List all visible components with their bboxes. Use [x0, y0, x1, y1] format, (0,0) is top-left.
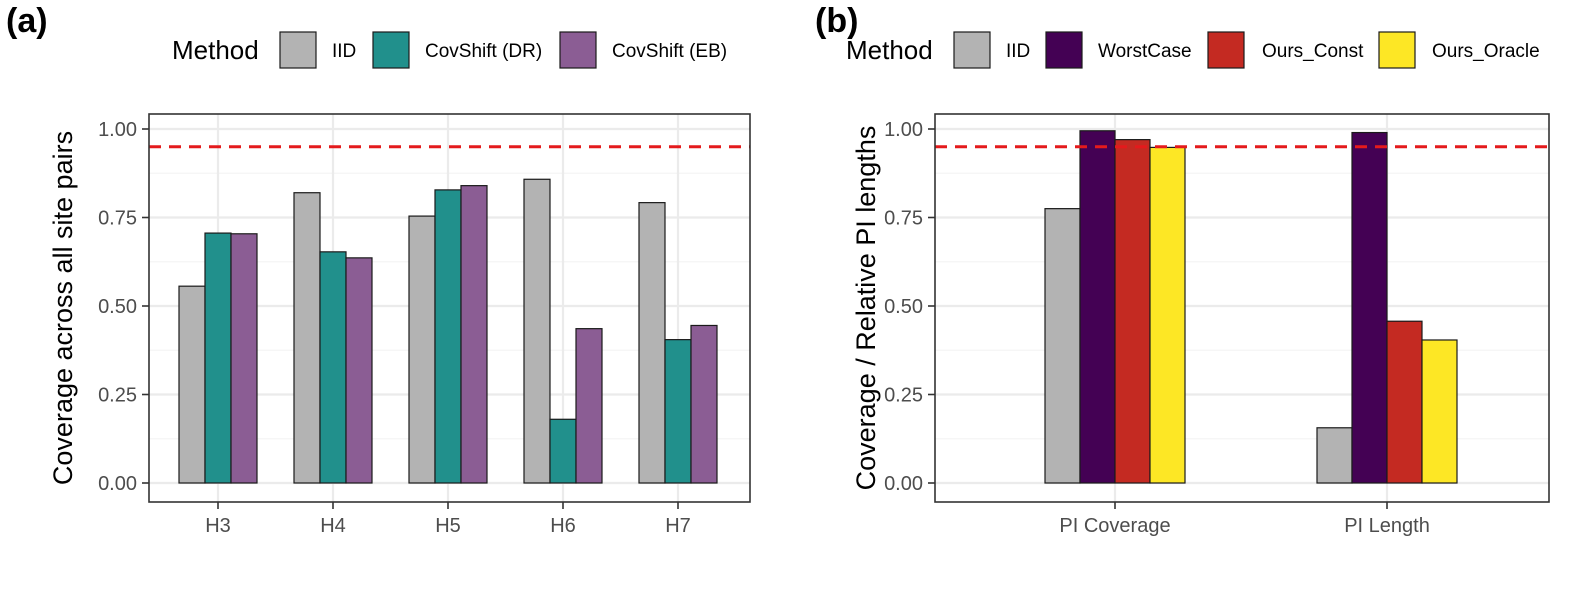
y-tick-label: 1.00	[98, 119, 137, 141]
bar-iid-h4	[293, 192, 321, 484]
bar-iid-h7	[638, 202, 666, 484]
legend-title: Method	[172, 35, 259, 65]
bar-covshift-dr--h4	[319, 251, 347, 484]
y-tick-label: 0.50	[98, 296, 137, 318]
legend-label-0: IID	[332, 41, 356, 62]
panel-border	[148, 113, 751, 503]
legend: Method IID CovShift (DR) CovShift (EB)	[172, 31, 727, 69]
y-tick-label: 0.00	[98, 473, 137, 495]
x-tick-label: H4	[320, 515, 346, 537]
bar-iid-pi-coverage	[1044, 208, 1081, 484]
bar-ours-oracle-pi-length	[1421, 339, 1458, 484]
y-tick-label: 0.25	[884, 385, 923, 407]
x-tick-label: PI Coverage	[1059, 515, 1170, 537]
bar-covshift-eb--h3	[230, 233, 258, 484]
legend-title: Method	[846, 35, 933, 65]
bar-ours-oracle-pi-coverage	[1149, 146, 1186, 484]
bar-covshift-dr--h7	[664, 339, 692, 484]
bar-covshift-dr--h5	[434, 189, 462, 484]
legend-label-1: WorstCase	[1098, 41, 1192, 62]
y-tick-label: 1.00	[884, 119, 923, 141]
panel-border	[934, 113, 1550, 503]
bar-covshift-eb--h7	[690, 324, 718, 484]
y-axis-title: Coverage / Relative PI lengths	[851, 126, 881, 491]
panel-b: (b)Method IID WorstCase Ours_Const Ours_Orac…	[815, 2, 1550, 537]
x-tick-label: H3	[205, 515, 231, 537]
y-tick-label: 0.75	[884, 208, 923, 230]
x-tick-label: PI Length	[1344, 515, 1430, 537]
bars	[1044, 130, 1458, 484]
bar-ours-const-pi-coverage	[1114, 139, 1151, 484]
legend-label-3: Ours_Oracle	[1432, 41, 1540, 62]
y-tick-label: 0.00	[884, 473, 923, 495]
legend-key-1	[1045, 31, 1083, 69]
legend-key-2	[559, 31, 597, 69]
bar-worstcase-pi-length	[1351, 131, 1388, 484]
y-tick-label: 0.50	[884, 296, 923, 318]
bar-covshift-dr--h6	[549, 418, 577, 484]
legend-key-0	[953, 31, 991, 69]
bars	[178, 178, 718, 484]
y-tick-label: 0.75	[98, 208, 137, 230]
bar-iid-h6	[523, 178, 551, 484]
y-axis-title: Coverage across all site pairs	[48, 131, 78, 485]
bar-covshift-eb--h5	[460, 185, 488, 484]
panel-a: (a) Method IID CovShift (DR) CovShift (EB) 0.…	[6, 2, 751, 537]
bar-covshift-eb--h4	[345, 257, 373, 484]
legend-label-2: CovShift (EB)	[612, 41, 727, 62]
legend-label-2: Ours_Const	[1262, 41, 1364, 62]
x-tick-label: H5	[435, 515, 461, 537]
legend-label-0: IID	[1006, 41, 1030, 62]
bar-worstcase-pi-coverage	[1079, 130, 1116, 484]
bar-covshift-dr--h3	[204, 232, 232, 484]
legend: Method IID WorstCase Ours_Const Ours_Oracle	[846, 31, 1540, 69]
legend-key-0	[279, 31, 317, 69]
bar-iid-h3	[178, 285, 206, 484]
bar-ours-const-pi-length	[1386, 320, 1423, 484]
legend-label-1: CovShift (DR)	[425, 41, 542, 62]
legend-key-1	[372, 31, 410, 69]
panel-label: (a)	[6, 2, 48, 40]
y-tick-label: 0.25	[98, 385, 137, 407]
x-tick-label: H7	[665, 515, 691, 537]
bar-iid-pi-length	[1316, 427, 1353, 484]
panel-label: (b)	[815, 2, 858, 40]
bar-covshift-eb--h6	[575, 328, 603, 484]
legend-key-2	[1207, 31, 1245, 69]
bar-iid-h5	[408, 215, 436, 484]
legend-key-3	[1378, 31, 1416, 69]
x-tick-label: H6	[550, 515, 576, 537]
